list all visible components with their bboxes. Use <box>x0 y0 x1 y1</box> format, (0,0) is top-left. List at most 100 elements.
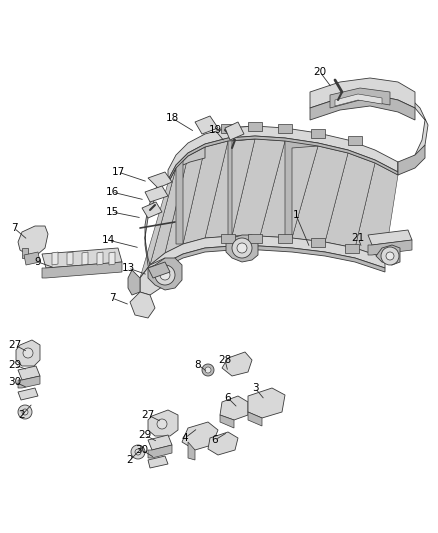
Polygon shape <box>82 252 88 265</box>
Polygon shape <box>18 226 48 255</box>
Polygon shape <box>278 234 292 243</box>
Polygon shape <box>168 136 398 183</box>
Polygon shape <box>310 78 415 108</box>
Polygon shape <box>109 252 115 265</box>
Polygon shape <box>285 133 318 238</box>
Polygon shape <box>248 122 262 131</box>
Polygon shape <box>145 147 205 275</box>
Text: 4: 4 <box>182 433 188 443</box>
Text: 8: 8 <box>194 360 201 370</box>
Polygon shape <box>232 139 285 236</box>
Text: 7: 7 <box>109 293 115 303</box>
Polygon shape <box>345 244 359 253</box>
Polygon shape <box>183 141 228 244</box>
Text: 29: 29 <box>138 430 152 440</box>
Circle shape <box>131 445 145 459</box>
Circle shape <box>202 364 214 376</box>
Polygon shape <box>220 415 234 428</box>
Text: 1: 1 <box>293 210 299 220</box>
Circle shape <box>22 409 28 415</box>
Polygon shape <box>130 292 155 318</box>
Polygon shape <box>260 141 318 238</box>
Polygon shape <box>248 412 262 426</box>
Polygon shape <box>292 146 348 242</box>
Polygon shape <box>228 126 255 236</box>
Text: 21: 21 <box>351 233 364 243</box>
Circle shape <box>232 238 252 258</box>
Polygon shape <box>376 245 400 265</box>
Polygon shape <box>165 147 205 253</box>
Polygon shape <box>42 262 122 278</box>
Polygon shape <box>128 270 140 295</box>
Polygon shape <box>205 139 255 238</box>
Text: 27: 27 <box>141 410 155 420</box>
Polygon shape <box>248 388 285 418</box>
Text: 2: 2 <box>19 410 25 420</box>
Polygon shape <box>311 238 325 247</box>
Polygon shape <box>355 163 398 258</box>
Polygon shape <box>398 145 425 175</box>
Text: 6: 6 <box>212 435 218 445</box>
Polygon shape <box>42 248 122 268</box>
Polygon shape <box>148 435 172 450</box>
Circle shape <box>23 348 33 358</box>
Polygon shape <box>140 236 385 288</box>
Polygon shape <box>248 234 262 243</box>
Polygon shape <box>348 136 362 145</box>
Text: 14: 14 <box>101 235 115 245</box>
Polygon shape <box>335 94 382 106</box>
Polygon shape <box>278 124 292 133</box>
Circle shape <box>18 405 32 419</box>
Polygon shape <box>148 410 178 436</box>
Text: 29: 29 <box>8 360 21 370</box>
Polygon shape <box>140 168 176 278</box>
Polygon shape <box>148 456 168 468</box>
Circle shape <box>386 252 394 260</box>
Text: 28: 28 <box>219 355 232 365</box>
Polygon shape <box>208 432 238 455</box>
Text: 20: 20 <box>314 67 327 77</box>
Text: 30: 30 <box>135 445 148 455</box>
Polygon shape <box>176 134 205 244</box>
Text: 6: 6 <box>225 393 231 403</box>
Text: 7: 7 <box>11 223 18 233</box>
Polygon shape <box>225 122 244 140</box>
Polygon shape <box>222 352 252 376</box>
Polygon shape <box>368 230 412 245</box>
Polygon shape <box>148 445 172 458</box>
Polygon shape <box>221 234 235 243</box>
Polygon shape <box>24 252 40 265</box>
Polygon shape <box>148 172 172 188</box>
Polygon shape <box>142 202 162 218</box>
Circle shape <box>135 449 141 455</box>
Polygon shape <box>226 235 258 262</box>
Text: 30: 30 <box>8 377 21 387</box>
Polygon shape <box>188 442 195 460</box>
Text: 15: 15 <box>106 207 119 217</box>
Polygon shape <box>18 388 38 400</box>
Circle shape <box>381 247 399 265</box>
Polygon shape <box>140 246 385 292</box>
Circle shape <box>160 270 170 280</box>
Text: 27: 27 <box>8 340 21 350</box>
Polygon shape <box>148 258 182 290</box>
Circle shape <box>205 367 211 373</box>
Text: 13: 13 <box>121 263 134 273</box>
Polygon shape <box>22 248 28 258</box>
Text: 17: 17 <box>111 167 125 177</box>
Polygon shape <box>182 422 218 450</box>
Text: 16: 16 <box>106 187 119 197</box>
Polygon shape <box>368 240 412 255</box>
Polygon shape <box>310 94 415 120</box>
Polygon shape <box>148 262 170 278</box>
Polygon shape <box>52 252 58 265</box>
Polygon shape <box>16 340 40 366</box>
Polygon shape <box>325 153 375 248</box>
Polygon shape <box>398 98 428 172</box>
Text: 18: 18 <box>166 113 179 123</box>
Polygon shape <box>145 186 168 202</box>
Polygon shape <box>195 116 218 134</box>
Circle shape <box>155 265 175 285</box>
Polygon shape <box>330 88 390 108</box>
Polygon shape <box>221 124 235 133</box>
